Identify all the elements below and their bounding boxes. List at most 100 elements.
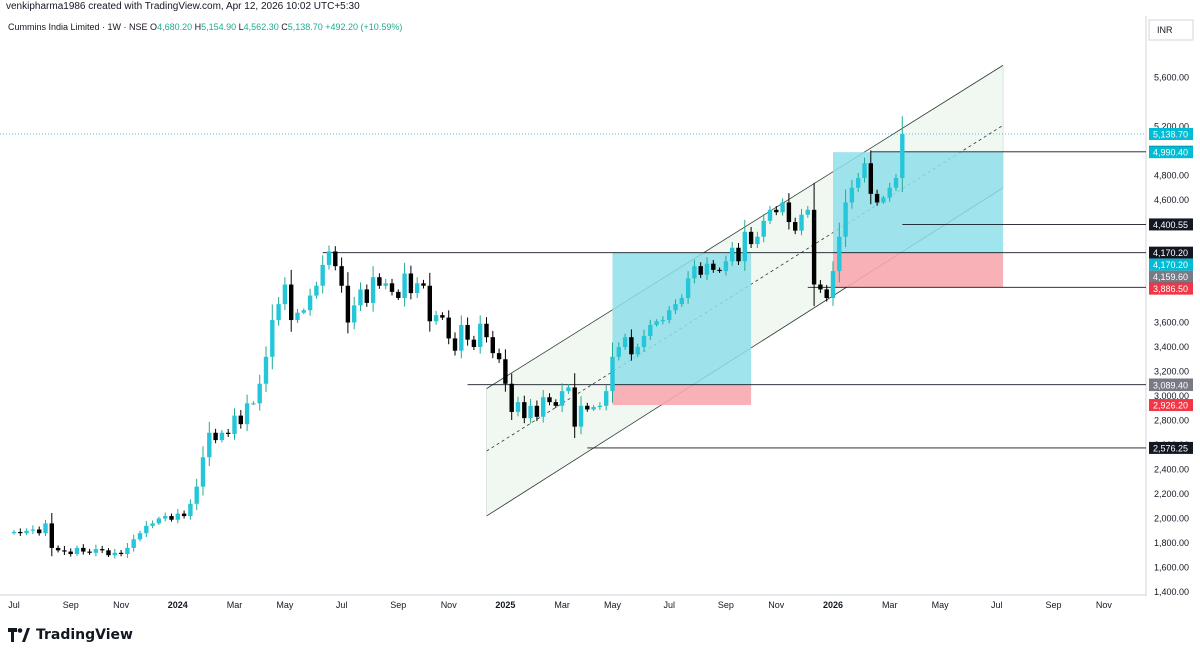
candle-body[interactable] bbox=[767, 209, 773, 221]
candle-body[interactable] bbox=[717, 269, 722, 272]
candle-body[interactable] bbox=[43, 523, 48, 534]
tradingview-logo[interactable]: TradingView bbox=[8, 624, 133, 646]
candle-body[interactable] bbox=[887, 187, 892, 198]
candle-body[interactable] bbox=[824, 289, 829, 298]
candle-body[interactable] bbox=[18, 531, 23, 534]
candle-body[interactable] bbox=[200, 457, 206, 487]
candle-body[interactable] bbox=[377, 277, 382, 286]
candle-body[interactable] bbox=[685, 278, 691, 298]
candle-body[interactable] bbox=[528, 405, 533, 419]
candle-body[interactable] bbox=[244, 403, 250, 425]
candle-body[interactable] bbox=[30, 529, 36, 531]
candle-body[interactable] bbox=[629, 337, 634, 355]
candle-body[interactable] bbox=[811, 209, 817, 285]
candlestick-chart[interactable]: Cummins India Limited · 1W · NSE O4,680.… bbox=[0, 0, 1200, 620]
candle-body[interactable] bbox=[282, 284, 288, 305]
candle-body[interactable] bbox=[780, 202, 785, 213]
candle-body[interactable] bbox=[389, 283, 395, 292]
candle-body[interactable] bbox=[55, 547, 61, 551]
candle-body[interactable] bbox=[11, 531, 17, 534]
candle-body[interactable] bbox=[698, 266, 703, 275]
candle-body[interactable] bbox=[270, 320, 275, 357]
candle-body[interactable] bbox=[352, 305, 357, 323]
candle-body[interactable] bbox=[547, 397, 552, 403]
candle-body[interactable] bbox=[874, 193, 880, 203]
candle-body[interactable] bbox=[68, 551, 73, 555]
candle-body[interactable] bbox=[730, 247, 735, 262]
candle-body[interactable] bbox=[748, 231, 754, 245]
candle-body[interactable] bbox=[868, 163, 873, 194]
candle-body[interactable] bbox=[704, 263, 710, 275]
candle-body[interactable] bbox=[137, 533, 143, 540]
candle-body[interactable] bbox=[635, 347, 640, 355]
position-target-zone-0[interactable] bbox=[612, 252, 752, 386]
candle-body[interactable] bbox=[144, 525, 149, 534]
candle-body[interactable] bbox=[711, 263, 716, 270]
candle-body[interactable] bbox=[402, 273, 407, 299]
candle-body[interactable] bbox=[692, 266, 697, 279]
candle-body[interactable] bbox=[660, 320, 666, 322]
candle-body[interactable] bbox=[515, 402, 521, 412]
candle-body[interactable] bbox=[465, 324, 470, 340]
candle-body[interactable] bbox=[257, 383, 262, 404]
candle-body[interactable] bbox=[232, 415, 237, 434]
candle-body[interactable] bbox=[74, 547, 80, 555]
candle-body[interactable] bbox=[843, 202, 848, 237]
candle-body[interactable] bbox=[572, 387, 577, 427]
candle-body[interactable] bbox=[541, 397, 546, 417]
candle-body[interactable] bbox=[238, 415, 243, 425]
currency-box[interactable] bbox=[1148, 19, 1194, 41]
candle-body[interactable] bbox=[761, 220, 766, 237]
candle-body[interactable] bbox=[106, 550, 111, 556]
candle-body[interactable] bbox=[345, 285, 351, 323]
candle-body[interactable] bbox=[616, 347, 621, 357]
candle-body[interactable] bbox=[837, 236, 842, 272]
candle-body[interactable] bbox=[862, 163, 867, 178]
candle-body[interactable] bbox=[509, 383, 514, 412]
candle-body[interactable] bbox=[87, 551, 92, 553]
candle-body[interactable] bbox=[597, 405, 603, 408]
candle-body[interactable] bbox=[673, 304, 678, 311]
candle-body[interactable] bbox=[578, 405, 584, 427]
candle-body[interactable] bbox=[522, 402, 527, 419]
candle-body[interactable] bbox=[799, 214, 804, 231]
candle-body[interactable] bbox=[370, 277, 376, 303]
candle-body[interactable] bbox=[326, 251, 332, 265]
candle-body[interactable] bbox=[893, 177, 899, 188]
candle-body[interactable] bbox=[408, 273, 414, 294]
candle-body[interactable] bbox=[112, 552, 117, 556]
candle-body[interactable] bbox=[333, 251, 338, 267]
candle-body[interactable] bbox=[446, 317, 451, 339]
candle-body[interactable] bbox=[856, 177, 861, 188]
candle-body[interactable] bbox=[742, 231, 747, 262]
candle-body[interactable] bbox=[37, 529, 42, 534]
candle-body[interactable] bbox=[81, 547, 86, 552]
candle-body[interactable] bbox=[786, 202, 792, 223]
candle-body[interactable] bbox=[364, 289, 369, 303]
candle-body[interactable] bbox=[226, 432, 231, 434]
candle-body[interactable] bbox=[484, 323, 489, 338]
candle-body[interactable] bbox=[591, 407, 596, 410]
candle-body[interactable] bbox=[163, 516, 168, 519]
candle-body[interactable] bbox=[604, 391, 609, 406]
candle-body[interactable] bbox=[219, 432, 225, 441]
candle-body[interactable] bbox=[433, 315, 439, 322]
candle-body[interactable] bbox=[125, 547, 130, 555]
candle-body[interactable] bbox=[181, 513, 187, 517]
candle-body[interactable] bbox=[396, 291, 401, 298]
candle-body[interactable] bbox=[289, 284, 294, 321]
candle-body[interactable] bbox=[213, 432, 218, 441]
candle-body[interactable] bbox=[427, 285, 432, 322]
candle-body[interactable] bbox=[805, 209, 810, 215]
candle-body[interactable] bbox=[383, 283, 388, 286]
candle-body[interactable] bbox=[585, 405, 590, 410]
candle-body[interactable] bbox=[774, 209, 779, 213]
candle-body[interactable] bbox=[736, 247, 741, 262]
candle-body[interactable] bbox=[503, 359, 508, 384]
candle-body[interactable] bbox=[490, 337, 495, 354]
candle-body[interactable] bbox=[207, 432, 212, 458]
candle-body[interactable] bbox=[566, 387, 571, 392]
candle-body[interactable] bbox=[169, 516, 174, 520]
candle-body[interactable] bbox=[156, 518, 162, 524]
position-stop-zone-0[interactable] bbox=[612, 385, 752, 406]
